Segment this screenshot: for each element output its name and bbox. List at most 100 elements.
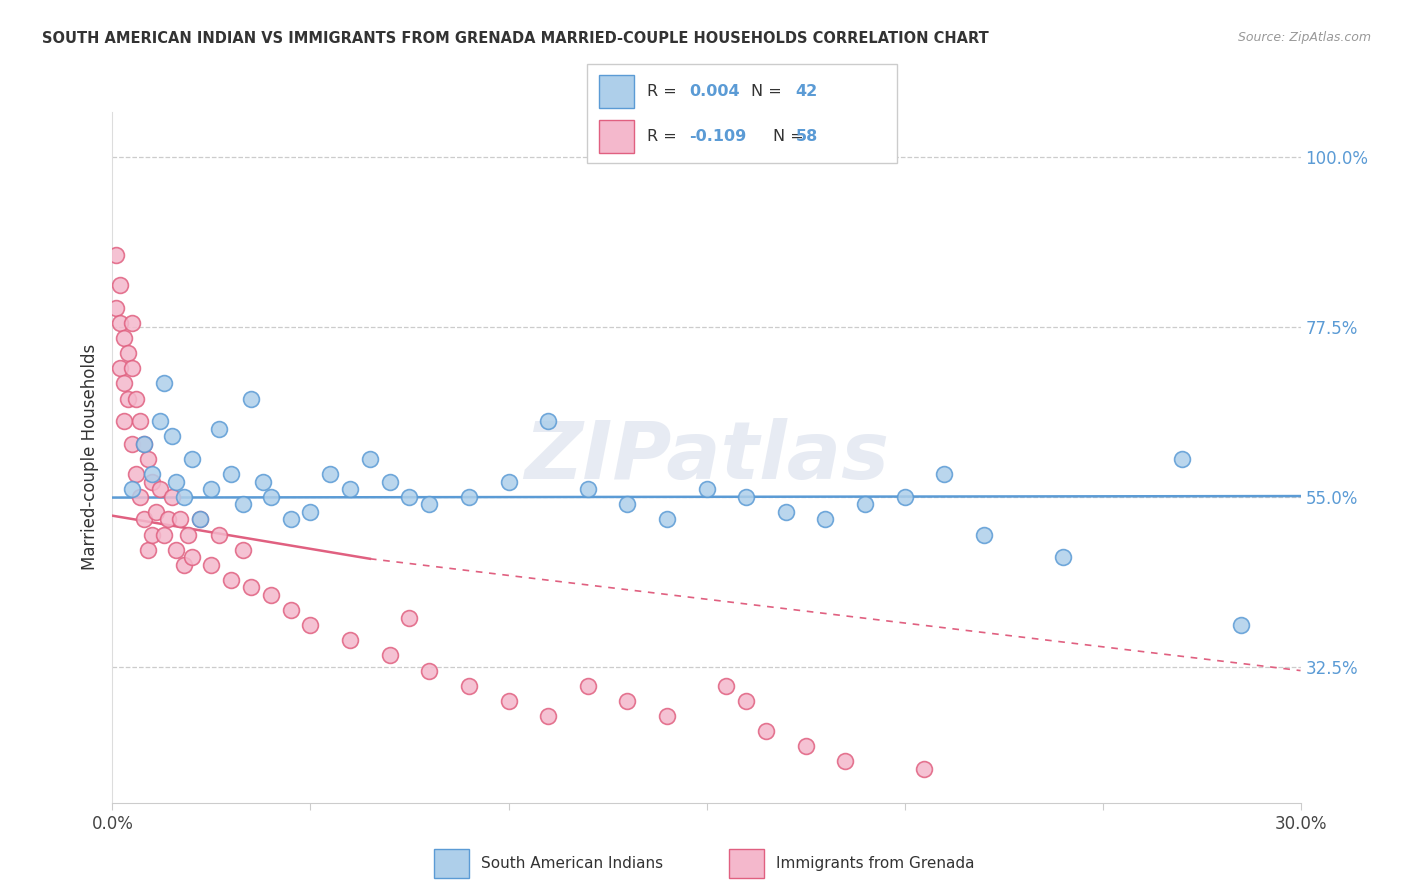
Point [112,331,135,345]
Text: Source: ZipAtlas.com: Source: ZipAtlas.com [1237,31,1371,45]
Point [121,482,143,496]
Point [232,497,254,511]
Point [339,482,361,496]
Point [117,346,139,360]
Point [188,512,211,526]
Point [616,694,638,708]
Point [141,475,163,489]
Point [398,610,420,624]
Point [240,392,263,406]
Point [149,482,172,496]
Point [893,490,915,504]
Text: 0.004: 0.004 [689,84,740,99]
Point [219,467,242,482]
Bar [728,849,765,878]
Point [112,376,135,391]
Text: N =: N = [773,128,810,144]
Point [280,603,302,617]
Point [136,452,159,467]
Point [110,278,132,293]
Point [173,558,195,572]
FancyBboxPatch shape [586,64,897,163]
Point [153,376,176,391]
Point [655,709,678,723]
Point [134,437,156,451]
Text: 58: 58 [796,128,818,144]
Point [129,414,152,428]
Point [616,497,638,511]
Text: 42: 42 [796,84,818,99]
Text: SOUTH AMERICAN INDIAN VS IMMIGRANTS FROM GRENADA MARRIED-COUPLE HOUSEHOLDS CORRE: SOUTH AMERICAN INDIAN VS IMMIGRANTS FROM… [42,31,988,46]
Point [418,664,440,678]
Point [934,467,956,482]
Point [1052,550,1074,565]
Point [299,505,322,519]
Point [105,248,128,262]
Point [458,490,481,504]
Point [655,512,678,526]
Point [696,482,718,496]
Point [1230,618,1253,632]
Point [232,542,254,557]
Point [378,475,401,489]
Point [1170,452,1192,467]
Point [319,467,342,482]
Point [537,709,560,723]
Bar [599,75,634,108]
Point [141,467,163,482]
Point [576,482,599,496]
Point [260,588,283,602]
Point [117,392,139,406]
Point [200,558,222,572]
Point [814,512,837,526]
Point [398,490,420,504]
Point [105,301,128,315]
Text: -0.109: -0.109 [689,128,747,144]
Point [110,316,132,330]
Point [576,679,599,693]
Point [121,361,143,376]
Point [141,527,163,541]
Point [169,512,191,526]
Point [153,527,176,541]
Point [359,452,381,467]
Point [716,679,738,693]
Point [834,754,856,768]
Bar [599,120,634,153]
Point [180,452,202,467]
Point [260,490,283,504]
Point [735,694,758,708]
Point [160,429,183,443]
Point [299,618,322,632]
Point [458,679,481,693]
Point [498,475,520,489]
Point [498,694,520,708]
Point [165,475,187,489]
Point [110,361,132,376]
Text: South American Indians: South American Indians [481,855,664,871]
Y-axis label: Married-couple Households: Married-couple Households [80,344,98,570]
Point [180,550,202,565]
Point [145,505,167,519]
Point [177,527,200,541]
Point [173,490,195,504]
Point [134,437,156,451]
Point [112,414,135,428]
Point [121,437,143,451]
Point [853,497,876,511]
Point [149,414,172,428]
Point [165,542,187,557]
Point [125,467,148,482]
Point [418,497,440,511]
Point [208,422,231,436]
Point [973,527,995,541]
Point [912,762,935,776]
Point [200,482,222,496]
Point [775,505,797,519]
Point [208,527,231,541]
Point [134,512,156,526]
Text: R =: R = [647,84,682,99]
Point [136,542,159,557]
Point [794,739,817,753]
Point [280,512,302,526]
